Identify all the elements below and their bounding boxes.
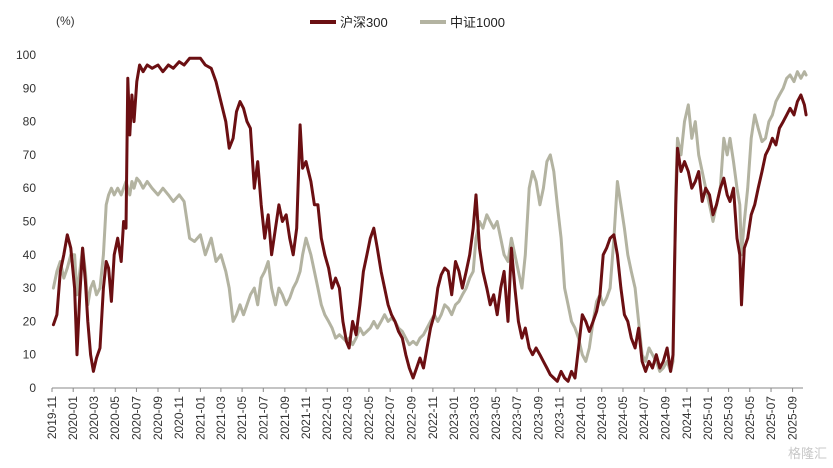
x-tick-label: 2023-03 [468,396,482,440]
x-tick-label: 2024-09 [659,396,673,440]
x-tick-label: 2021-11 [299,396,313,439]
x-tick-label: 2021-07 [256,396,270,440]
y-tick-label: 80 [23,115,37,129]
x-axis: 2019-11 2020-01 2020-03 2020-05 2020-07 2020-… [45,387,803,440]
x-tick-label: 2021-05 [235,396,249,440]
x-tick-label: 2020-01 [66,396,80,440]
y-tick-label: 90 [23,81,37,95]
x-tick-label: 2023-01 [447,396,461,440]
y-tick-label: 100 [16,48,36,62]
x-tick-label: 2022-01 [320,396,334,440]
x-tick-label: 2020-03 [87,396,101,440]
x-tick-label: 2024-05 [616,396,630,440]
x-tick-label: 2021-03 [214,396,228,440]
y-tick-label: 0 [29,381,36,395]
x-tick-label: 2023-07 [510,396,524,440]
legend-label-hs300: 沪深300 [340,15,388,30]
x-tick-label: 2020-09 [151,396,165,440]
y-axis: 0 10 20 30 40 50 60 70 80 90 100 [16,48,36,395]
y-tick-label: 40 [23,248,37,262]
x-tick-label: 2022-09 [405,396,419,440]
y-tick-label: 10 [23,348,37,362]
x-tick-label: 2023-09 [532,396,546,440]
y-tick-label: 50 [23,215,37,229]
y-tick-label: 30 [23,281,37,295]
x-tick-label: 2025-03 [722,396,736,440]
y-tick-label: 20 [23,314,37,328]
legend-item-hs300[interactable]: 沪深300 [310,15,388,30]
x-tick-label: 2020-11 [172,396,186,439]
watermark-text: 格隆汇 [787,446,827,461]
x-tick-label: 2024-03 [595,396,609,440]
series-line-zz1000 [51,70,808,373]
x-tick-label: 2025-09 [786,396,800,440]
x-tick-label: 2025-07 [764,396,778,440]
x-tick-label: 2025-05 [743,396,757,440]
series-line-hs300 [51,56,808,383]
x-tick-label: 2022-03 [341,396,355,440]
x-tick-label: 2024-07 [637,396,651,440]
x-tick-label: 2022-07 [383,396,397,440]
x-tick-label: 2020-05 [108,396,122,440]
legend-label-zz1000: 中证1000 [450,15,505,30]
x-tick-label: 2024-01 [574,396,588,440]
legend: 沪深300 中证1000 [310,15,505,30]
y-tick-label: 60 [23,181,37,195]
y-tick-label: 70 [23,148,37,162]
x-tick-label: 2023-11 [553,396,567,439]
x-tick-label: 2020-07 [129,396,143,440]
x-tick-label: 2022-05 [362,396,376,440]
x-tick-label: 2021-09 [278,396,292,440]
legend-item-zz1000[interactable]: 中证1000 [420,15,505,30]
series-layer [51,56,808,383]
x-tick-label: 2021-01 [193,396,207,440]
y-unit-label: (%) [56,14,75,28]
x-tick-label: 2023-05 [489,396,503,440]
x-tick-label: 2025-01 [701,396,715,440]
x-tick-label: 2024-11 [680,396,694,439]
x-tick-label: 2022-11 [426,396,440,439]
x-tick-label: 2019-11 [45,396,59,439]
